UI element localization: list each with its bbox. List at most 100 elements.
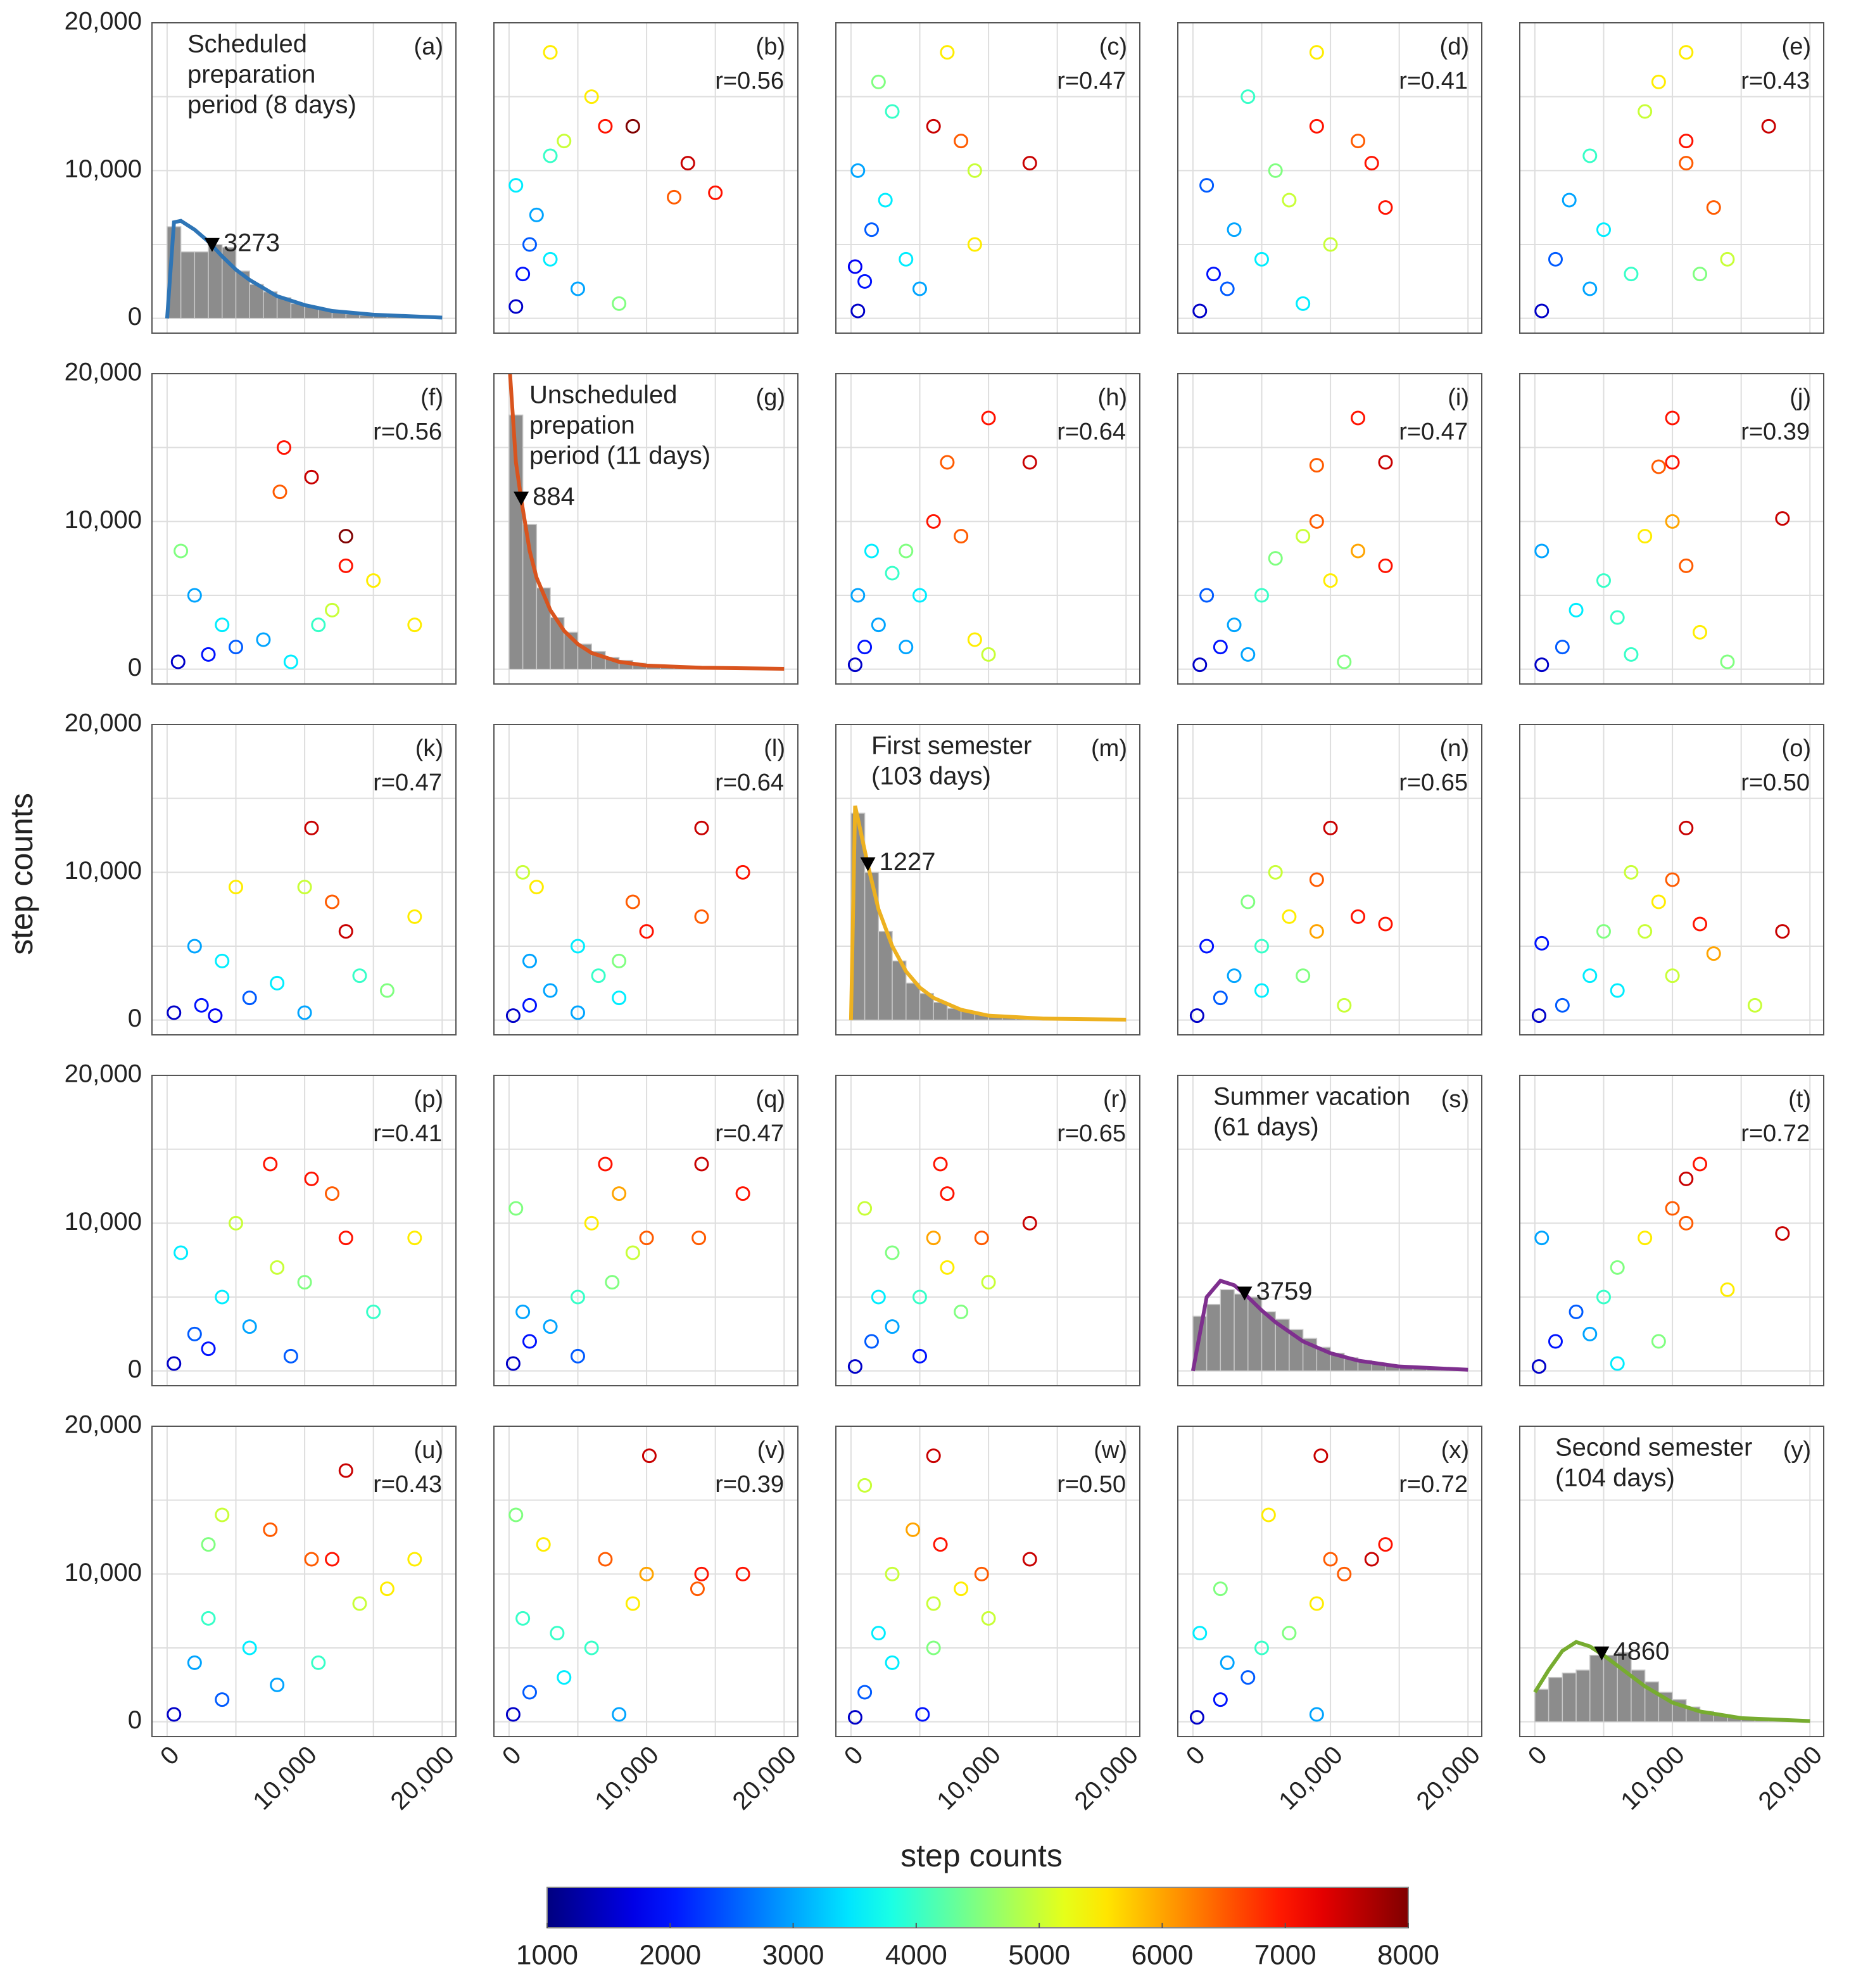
point bbox=[1706, 946, 1721, 961]
plot-area bbox=[505, 1156, 750, 1371]
histogram-bar bbox=[1548, 1676, 1563, 1723]
colorbar bbox=[546, 1887, 1409, 1928]
point bbox=[1582, 968, 1598, 984]
point bbox=[857, 1685, 873, 1700]
point bbox=[366, 1304, 381, 1319]
panel-letter: (p) bbox=[414, 1086, 443, 1113]
point bbox=[864, 222, 879, 237]
point bbox=[1693, 624, 1708, 640]
correlation-label: r=0.50 bbox=[1057, 1471, 1126, 1498]
point bbox=[1548, 1334, 1563, 1349]
panel-frame bbox=[493, 1075, 799, 1386]
point bbox=[899, 640, 914, 655]
point bbox=[1531, 1359, 1546, 1374]
point bbox=[1679, 45, 1694, 60]
point bbox=[954, 134, 969, 149]
panel-letter: (v) bbox=[757, 1437, 785, 1464]
point bbox=[325, 1186, 340, 1201]
panel-letter: (l) bbox=[764, 735, 785, 762]
point bbox=[691, 1231, 707, 1246]
point bbox=[857, 1478, 873, 1493]
point bbox=[505, 1008, 521, 1023]
point bbox=[263, 1156, 278, 1172]
point bbox=[612, 991, 627, 1006]
panel-frame bbox=[1177, 1075, 1482, 1386]
point bbox=[270, 1260, 285, 1275]
point bbox=[1309, 872, 1324, 887]
point bbox=[878, 193, 893, 208]
point bbox=[570, 1289, 585, 1305]
panel: r=0.64 (h) bbox=[835, 373, 1140, 685]
fit-curve bbox=[1190, 1278, 1468, 1372]
point bbox=[915, 1707, 930, 1722]
fit-curve bbox=[849, 805, 1127, 1022]
point bbox=[639, 924, 654, 939]
point bbox=[926, 1448, 941, 1464]
point bbox=[1337, 1566, 1352, 1581]
point bbox=[1569, 1304, 1584, 1319]
point bbox=[1610, 1260, 1625, 1275]
point bbox=[885, 566, 900, 581]
point bbox=[1665, 1201, 1680, 1216]
point bbox=[570, 1005, 585, 1020]
point bbox=[1596, 924, 1611, 939]
period-label: (104 days) bbox=[1555, 1464, 1675, 1492]
point bbox=[967, 237, 982, 252]
panel-letter: (g) bbox=[756, 384, 785, 411]
panel-letter: (m) bbox=[1091, 735, 1127, 762]
point bbox=[735, 1186, 750, 1201]
panel: r=0.47 (q) bbox=[493, 1075, 799, 1386]
correlation-label: r=0.47 bbox=[1399, 419, 1468, 445]
point bbox=[639, 1566, 654, 1581]
point bbox=[1596, 573, 1611, 588]
fit-curve bbox=[165, 218, 443, 320]
panel-background bbox=[1520, 725, 1824, 1035]
point bbox=[850, 163, 866, 178]
point bbox=[1254, 588, 1269, 603]
point bbox=[1309, 1707, 1324, 1722]
point bbox=[215, 1289, 230, 1305]
point bbox=[1323, 237, 1338, 252]
point bbox=[899, 251, 914, 267]
panel: r=0.41 (p) 0 10,000 20,000 bbox=[65, 1060, 457, 1386]
panel-background bbox=[1520, 1075, 1824, 1386]
panel-letter: (x) bbox=[1441, 1437, 1469, 1464]
correlation-label: r=0.47 bbox=[1057, 68, 1126, 94]
point bbox=[529, 207, 544, 222]
point bbox=[1582, 281, 1598, 296]
point bbox=[543, 148, 558, 163]
period-label: period (8 days) bbox=[187, 91, 357, 119]
point bbox=[1268, 864, 1283, 880]
point bbox=[899, 543, 914, 559]
point bbox=[1693, 1156, 1708, 1172]
panel-background bbox=[494, 23, 798, 333]
point bbox=[1022, 1215, 1037, 1231]
point bbox=[1679, 134, 1694, 149]
point bbox=[1624, 267, 1639, 282]
plot-area bbox=[847, 1448, 1037, 1725]
point bbox=[407, 617, 422, 633]
panel: r=0.56 (f) 0 10,000 20,000 bbox=[65, 358, 457, 685]
point bbox=[847, 1359, 862, 1374]
point bbox=[847, 657, 862, 673]
histogram-bar bbox=[933, 1001, 948, 1021]
point bbox=[272, 484, 287, 500]
panel-letter: (b) bbox=[756, 34, 785, 60]
point bbox=[215, 617, 230, 633]
correlation-label: r=0.64 bbox=[715, 769, 784, 796]
correlation-label: r=0.43 bbox=[1741, 68, 1810, 94]
point bbox=[1192, 657, 1208, 673]
panel-background bbox=[1178, 725, 1482, 1035]
point bbox=[1364, 1552, 1379, 1567]
fit-curve bbox=[1533, 1640, 1810, 1723]
point bbox=[974, 1231, 989, 1246]
point bbox=[1775, 924, 1790, 939]
point bbox=[954, 1304, 969, 1319]
point bbox=[857, 1201, 873, 1216]
panel-frame bbox=[1519, 1075, 1824, 1386]
y-tick-label: 10,000 bbox=[65, 1559, 142, 1586]
point bbox=[242, 1640, 257, 1656]
panel-background bbox=[836, 1075, 1140, 1386]
point bbox=[1638, 1231, 1653, 1246]
point bbox=[1679, 558, 1694, 573]
